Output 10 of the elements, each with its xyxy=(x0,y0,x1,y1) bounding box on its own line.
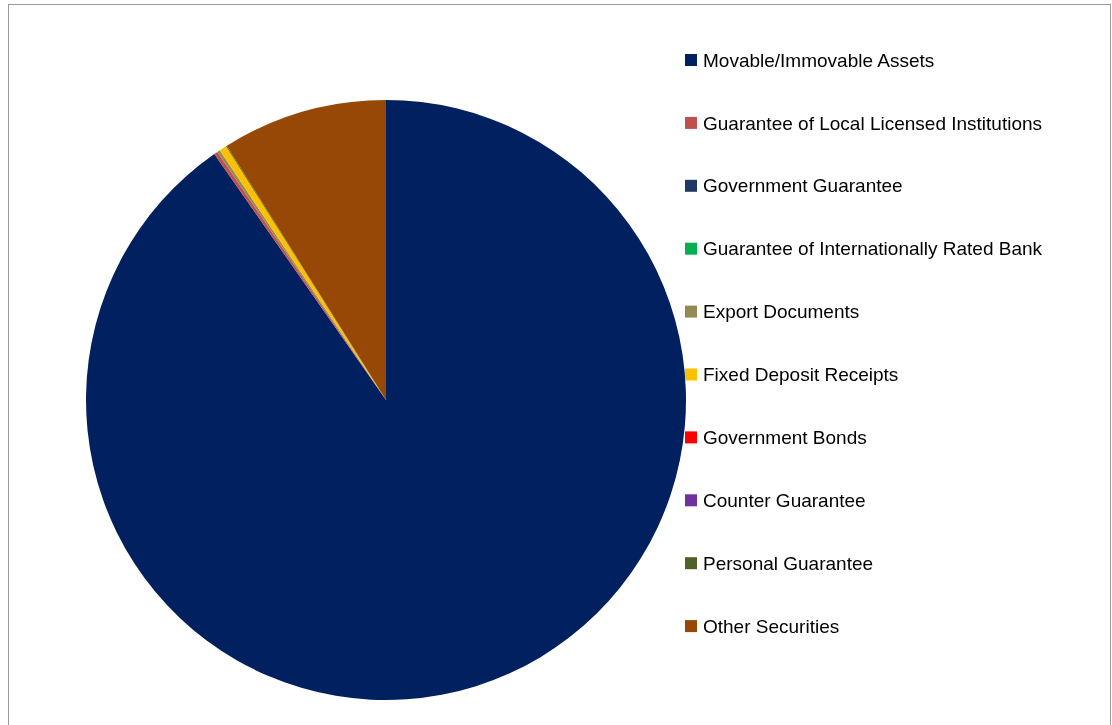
legend-label: Other Securities xyxy=(703,615,840,637)
legend-label: Personal Guarantee xyxy=(703,552,874,574)
legend-label: Fixed Deposit Receipts xyxy=(703,364,899,386)
legend-label: Government Bonds xyxy=(703,427,867,449)
legend-label: Movable/Immovable Assets xyxy=(703,49,935,71)
legend-label: Guarantee of Local Licensed Institutions xyxy=(703,112,1043,134)
legend-label: Government Guarantee xyxy=(703,175,903,197)
legend-label: Counter Guarantee xyxy=(703,489,866,511)
legend-label: Export Documents xyxy=(703,301,860,323)
legend-label: Guarantee of Internationally Rated Bank xyxy=(703,238,1043,260)
